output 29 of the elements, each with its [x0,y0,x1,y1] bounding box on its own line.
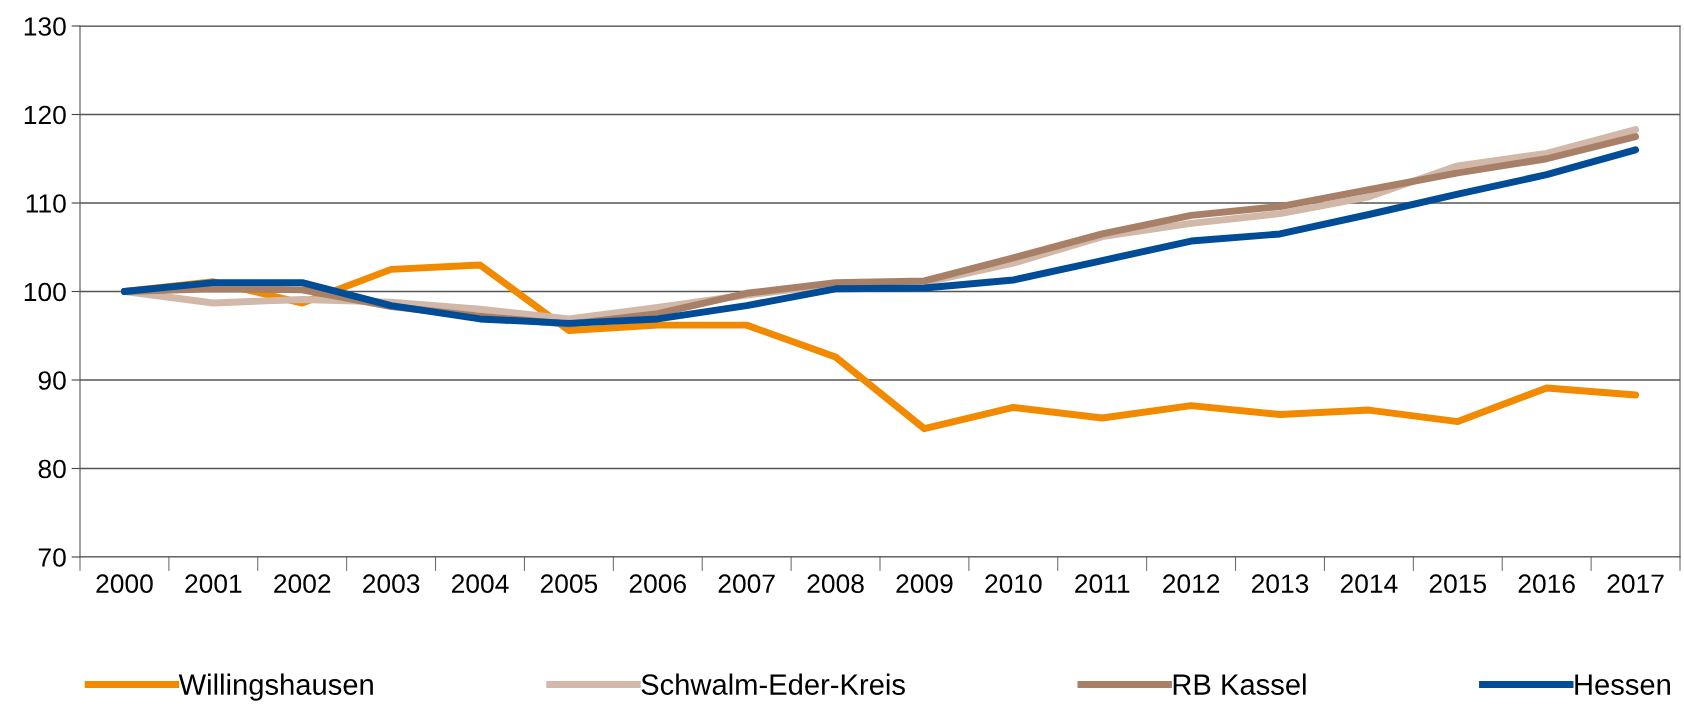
x-tick-label: 2009 [896,574,953,594]
x-tick-label: 2012 [1163,574,1220,594]
x-tick-label: 2006 [629,574,686,594]
legend-label: Hessen [1575,674,1670,695]
x-tick-label: 2003 [363,574,420,594]
y-tick-label: 80 [38,459,66,479]
x-tick-label: 2005 [540,574,598,594]
x-tick-label: 2008 [807,574,864,594]
x-tick-label: 2007 [718,574,775,594]
x-tick-label: 2015 [1429,574,1487,594]
x-tick-label: 2001 [185,574,242,594]
x-tick-label: 2014 [1340,574,1398,594]
x-tick-label: 2013 [1251,574,1309,594]
legend-label: Schwalm-Eder-Kreis [641,673,905,695]
x-tick-label: 2004 [451,574,509,594]
x-tick-label: 2017 [1607,574,1664,594]
x-tick-label: 2016 [1518,574,1575,594]
y-tick-label: 130 [24,17,66,36]
x-tick-label: 2010 [985,574,1042,594]
y-tick-label: 100 [24,282,66,302]
y-tick-label: 120 [24,105,66,125]
legend-label: RB Kassel [1173,673,1306,695]
y-tick-label: 90 [38,371,66,390]
x-tick-label: 2011 [1075,574,1130,594]
legend-label: Willingshausen [178,673,373,701]
x-tick-label: 2002 [274,574,331,594]
x-tick-label: 2000 [96,574,153,594]
y-tick-label: 110 [26,194,66,213]
y-tick-label: 70 [38,548,66,567]
